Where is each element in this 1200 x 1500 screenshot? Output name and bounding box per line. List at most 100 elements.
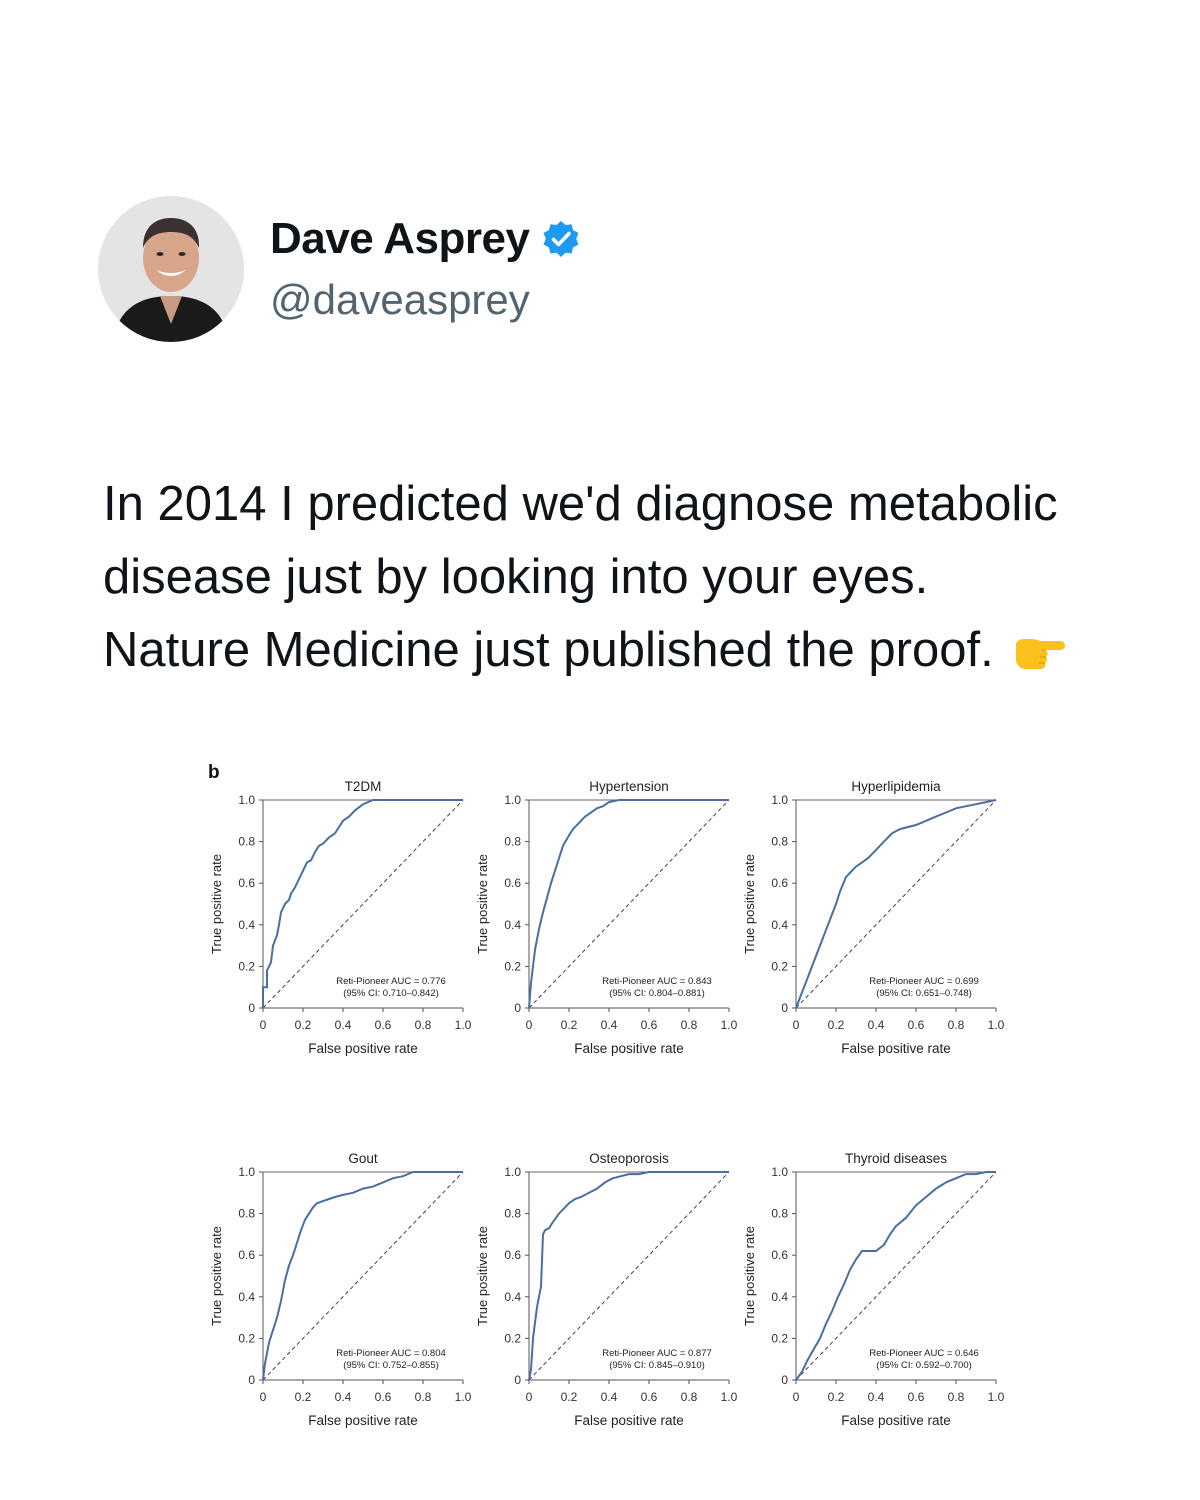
x-tick-label: 0 xyxy=(526,1018,533,1032)
auc-annotation: Reti-Pioneer AUC = 0.843 xyxy=(602,976,712,987)
x-tick-label: 0.2 xyxy=(828,1390,845,1404)
roc-chart-1: 0 0.2 0.4 0.6 0.8 1.0 0 0.2 0.4 0.6 0.8 1.0 Hyperten… xyxy=(475,779,738,1056)
chance-diagonal xyxy=(795,1171,997,1381)
roc-chart-3: 0 0.2 0.4 0.6 0.8 1.0 0 0.2 0.4 0.6 0.8 1.0 Gout Fals… xyxy=(209,1151,472,1428)
y-tick-label: 1.0 xyxy=(504,793,521,807)
y-tick-label: 0.6 xyxy=(504,1248,521,1262)
chance-diagonal xyxy=(528,1171,730,1381)
x-tick-label: 0.8 xyxy=(948,1018,965,1032)
y-axis-label: True positive rate xyxy=(742,1226,757,1326)
x-tick-label: 0 xyxy=(793,1390,800,1404)
author-row: Dave Asprey xyxy=(270,214,581,264)
y-tick-label: 0.4 xyxy=(238,918,255,932)
tweet-line-2: disease just by looking into your eyes. xyxy=(103,550,929,604)
chart-title: Gout xyxy=(348,1151,378,1166)
x-axis-label: False positive rate xyxy=(308,1413,418,1428)
y-axis-label: True positive rate xyxy=(475,854,490,954)
x-tick-label: 0.2 xyxy=(295,1390,312,1404)
auc-annotation: (95% CI: 0.845–0.910) xyxy=(609,1360,705,1371)
y-tick-label: 0.8 xyxy=(771,835,788,849)
y-tick-label: 0 xyxy=(514,1001,521,1015)
y-tick-label: 0.6 xyxy=(238,1248,255,1262)
chart-title: Thyroid diseases xyxy=(845,1151,947,1166)
y-tick-label: 0.2 xyxy=(238,1331,255,1345)
auc-annotation: (95% CI: 0.710–0.842) xyxy=(343,988,439,999)
x-tick-label: 0.6 xyxy=(641,1018,658,1032)
y-tick-label: 0.8 xyxy=(771,1207,788,1221)
chart-title: Osteoporosis xyxy=(589,1151,669,1166)
x-tick-label: 1.0 xyxy=(455,1390,472,1404)
auc-annotation: (95% CI: 0.752–0.855) xyxy=(343,1360,439,1371)
x-tick-label: 0.8 xyxy=(681,1018,698,1032)
author-handle[interactable]: @daveasprey xyxy=(270,276,530,323)
roc-curve xyxy=(528,1171,729,1381)
x-tick-label: 0.6 xyxy=(375,1390,392,1404)
y-tick-label: 0.4 xyxy=(771,918,788,932)
auc-annotation: Reti-Pioneer AUC = 0.804 xyxy=(336,1348,446,1359)
x-tick-label: 0.2 xyxy=(828,1018,845,1032)
x-tick-label: 0.4 xyxy=(335,1018,352,1032)
y-tick-label: 0 xyxy=(248,1373,255,1387)
x-tick-label: 0.4 xyxy=(868,1018,885,1032)
y-tick-label: 0.6 xyxy=(504,876,521,890)
roc-curves-grid: 0 0.2 0.4 0.6 0.8 1.0 0 0.2 0.4 0.6 0.8 1.0 T2DM Fals… xyxy=(209,779,1005,1428)
y-tick-label: 0.2 xyxy=(771,959,788,973)
y-tick-label: 0.4 xyxy=(771,1290,788,1304)
roc-figure: b 0 0.2 0.4 0.6 0.8 1.0 0 0.2 0.4 0.6 0.8 1.0 T2DM Fa… xyxy=(196,756,1026,1446)
x-tick-label: 0.4 xyxy=(601,1390,618,1404)
auc-annotation: (95% CI: 0.651–0.748) xyxy=(876,988,972,999)
x-tick-label: 0.2 xyxy=(295,1018,312,1032)
avatar[interactable] xyxy=(98,196,244,342)
roc-chart-2: 0 0.2 0.4 0.6 0.8 1.0 0 0.2 0.4 0.6 0.8 1.0 Hyperlip… xyxy=(742,779,1005,1056)
y-axis-label: True positive rate xyxy=(209,854,224,954)
x-tick-label: 0 xyxy=(260,1018,267,1032)
roc-curve xyxy=(262,1171,463,1381)
roc-curve xyxy=(262,799,463,1008)
x-tick-label: 0 xyxy=(260,1390,267,1404)
auc-annotation: (95% CI: 0.804–0.881) xyxy=(609,988,705,999)
chance-diagonal xyxy=(528,799,730,1009)
x-tick-label: 0.6 xyxy=(641,1390,658,1404)
tweet-header: Dave Asprey @daveasprey xyxy=(98,196,798,342)
y-tick-label: 0 xyxy=(781,1373,788,1387)
x-tick-label: 0.6 xyxy=(908,1390,925,1404)
author-name[interactable]: Dave Asprey xyxy=(270,214,530,263)
x-tick-label: 1.0 xyxy=(988,1018,1005,1032)
x-tick-label: 0.4 xyxy=(335,1390,352,1404)
chart-title: Hypertension xyxy=(589,779,669,794)
x-tick-label: 0 xyxy=(793,1018,800,1032)
y-tick-label: 0.2 xyxy=(504,1331,521,1345)
panel-label: b xyxy=(208,762,220,783)
auc-annotation: Reti-Pioneer AUC = 0.877 xyxy=(602,1348,712,1359)
x-tick-label: 1.0 xyxy=(455,1018,472,1032)
y-tick-label: 1.0 xyxy=(238,793,255,807)
y-tick-label: 1.0 xyxy=(771,793,788,807)
y-tick-label: 0 xyxy=(781,1001,788,1015)
x-tick-label: 0.8 xyxy=(415,1018,432,1032)
y-tick-label: 1.0 xyxy=(238,1165,255,1179)
roc-chart-5: 0 0.2 0.4 0.6 0.8 1.0 0 0.2 0.4 0.6 0.8 1.0 Thyroid … xyxy=(742,1151,1005,1428)
x-tick-label: 0.2 xyxy=(561,1390,578,1404)
y-tick-label: 0.2 xyxy=(771,1331,788,1345)
y-tick-label: 0.6 xyxy=(238,876,255,890)
pointing-right-hand-icon xyxy=(1015,639,1065,670)
y-tick-label: 0.8 xyxy=(504,1207,521,1221)
y-tick-label: 0.6 xyxy=(771,1248,788,1262)
y-tick-label: 0.2 xyxy=(504,959,521,973)
roc-curve xyxy=(795,1171,996,1381)
y-tick-label: 0.8 xyxy=(238,835,255,849)
tweet-text: In 2014 I predicted we'd diagnose metabo… xyxy=(103,468,1143,687)
chance-diagonal xyxy=(262,1171,464,1381)
y-tick-label: 0.4 xyxy=(504,1290,521,1304)
x-tick-label: 0.8 xyxy=(948,1390,965,1404)
x-axis-label: False positive rate xyxy=(841,1041,951,1056)
x-axis-label: False positive rate xyxy=(574,1413,684,1428)
chance-diagonal xyxy=(262,799,464,1009)
x-tick-label: 0.4 xyxy=(868,1390,885,1404)
y-tick-label: 0.4 xyxy=(504,918,521,932)
tweet-line-3-wrap: Nature Medicine just published the proof… xyxy=(103,614,1143,687)
auc-annotation: Reti-Pioneer AUC = 0.776 xyxy=(336,976,446,987)
x-tick-label: 0.8 xyxy=(415,1390,432,1404)
x-tick-label: 0.4 xyxy=(601,1018,618,1032)
roc-curve xyxy=(795,799,997,1009)
